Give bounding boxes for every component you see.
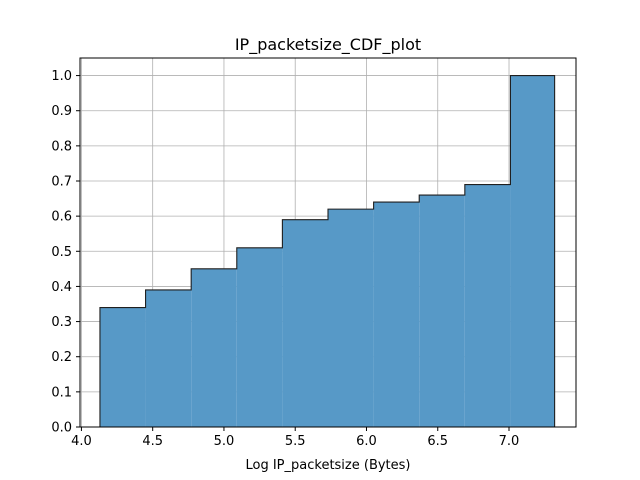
- y-tick-label: 0.3: [51, 315, 72, 330]
- histogram-bar: [191, 268, 237, 427]
- chart-title: IP_packetsize_CDF_plot: [235, 35, 421, 55]
- x-tick-label: 6.5: [427, 434, 448, 449]
- y-tick-label: 0.6: [51, 210, 72, 225]
- x-tick-label: 5.0: [214, 434, 235, 449]
- y-tick-label: 0.8: [51, 139, 72, 154]
- x-tick-label: 4.0: [71, 434, 92, 449]
- y-axis-ticks: 0.0 0.1 0.2 0.3 0.4 0.5 0.6 0.7 0.8 0.9 1.0: [51, 69, 80, 436]
- x-tick-label: 4.5: [142, 434, 163, 449]
- y-tick-label: 0.1: [51, 385, 72, 400]
- histogram-bars: [99, 75, 556, 428]
- plot-frame: [79, 57, 577, 428]
- y-tick-label: 0.4: [51, 280, 72, 295]
- y-tick-label: 1.0: [51, 69, 72, 84]
- y-tick-label: 0.2: [51, 350, 72, 365]
- x-axis-label: Log IP_packetsize (Bytes): [245, 458, 410, 473]
- histogram-bar: [510, 75, 555, 428]
- histogram-bar: [373, 202, 420, 427]
- y-tick-label: 0.5: [51, 245, 72, 260]
- y-tick-label: 0.0: [51, 421, 72, 436]
- histogram-bar: [282, 219, 328, 427]
- histogram-bar: [464, 184, 511, 427]
- histogram-bar: [328, 209, 374, 427]
- y-tick-label: 0.9: [51, 104, 72, 119]
- x-axis-ticks: 4.0 4.5 5.0 5.5 6.0 6.5 7.0: [71, 427, 519, 449]
- histogram-bar: [236, 247, 283, 427]
- y-tick-label: 0.7: [51, 175, 72, 190]
- x-tick-label: 7.0: [499, 434, 520, 449]
- histogram-bar: [145, 289, 192, 427]
- x-tick-label: 6.0: [356, 434, 377, 449]
- histogram-step-outline: [99, 75, 556, 427]
- histogram-bar: [99, 307, 146, 427]
- axes-frame: [79, 57, 577, 428]
- histogram-bar: [419, 195, 465, 427]
- x-tick-label: 5.5: [285, 434, 306, 449]
